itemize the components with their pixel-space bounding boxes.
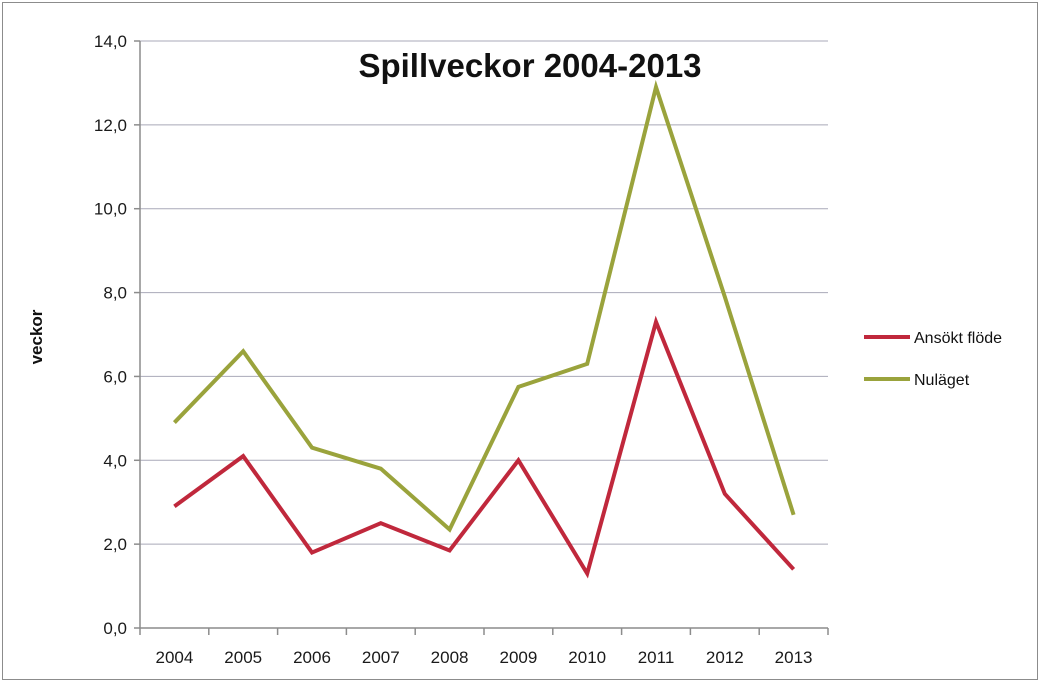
x-tick-label: 2010 <box>568 648 606 667</box>
y-tick-label: 4,0 <box>103 451 127 470</box>
y-tick-label: 2,0 <box>103 535 127 554</box>
y-tick-label: 0,0 <box>103 619 127 638</box>
x-tick-label: 2004 <box>155 648 193 667</box>
x-axis-ticks: 2004 2005 2006 2007 2008 2009 2010 2011 2012 2013 <box>139 628 829 667</box>
y-axis-ticks: 0,0 2,0 4,0 6,0 8,0 10,0 12,0 14,0 <box>94 32 140 638</box>
legend-label: Ansökt flöde <box>914 330 1002 347</box>
legend-label: Nuläget <box>914 372 970 389</box>
x-tick-label: 2013 <box>775 648 813 667</box>
x-tick-label: 2007 <box>362 648 400 667</box>
y-tick-label: 10,0 <box>94 200 127 219</box>
series-line-ans-kt-fl-de <box>173 315 796 579</box>
y-tick-label: 6,0 <box>103 367 127 386</box>
series-line-nul-get <box>172 79 796 533</box>
chart-title: Spillveckor 2004-2013 <box>358 47 701 84</box>
y-tick-label: 14,0 <box>94 32 127 51</box>
x-tick-label: 2012 <box>706 648 744 667</box>
y-tick-label: 8,0 <box>103 284 127 303</box>
y-axis-label: veckor <box>27 309 46 364</box>
x-tick-label: 2005 <box>224 648 262 667</box>
x-tick-label: 2009 <box>499 648 537 667</box>
legend: Ansökt flöde Nuläget <box>864 330 1002 389</box>
x-tick-label: 2011 <box>638 648 675 667</box>
x-tick-label: 2008 <box>431 648 469 667</box>
y-tick-label: 12,0 <box>94 116 127 135</box>
series-lines <box>172 79 796 579</box>
x-tick-label: 2006 <box>293 648 331 667</box>
